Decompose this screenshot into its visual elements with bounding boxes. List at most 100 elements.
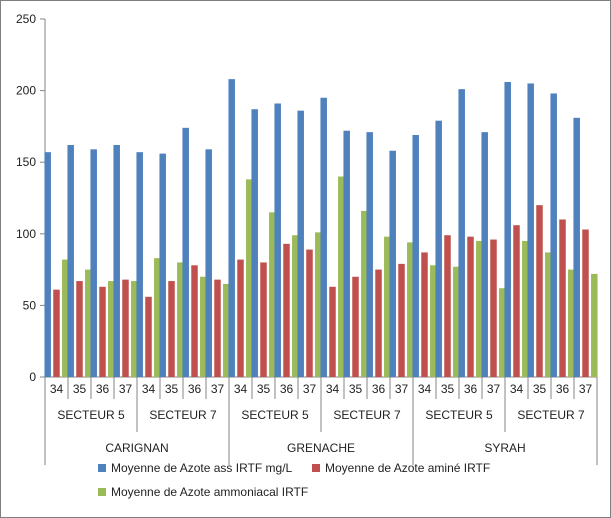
bar-series1-11 bbox=[297, 110, 304, 377]
bar-series3-4 bbox=[154, 258, 161, 377]
bar-series1-4 bbox=[136, 152, 143, 377]
bar-series3-15 bbox=[407, 242, 414, 377]
x-tick-label: 36 bbox=[464, 382, 478, 396]
bar-series3-23 bbox=[591, 273, 598, 377]
bar-series2-1 bbox=[76, 281, 83, 377]
x-tick-label: 35 bbox=[73, 382, 87, 396]
group-label: GRENACHE bbox=[287, 441, 355, 455]
bar-series3-5 bbox=[177, 262, 184, 377]
bar-series1-19 bbox=[481, 132, 488, 377]
x-tick-label: 37 bbox=[211, 382, 225, 396]
bar-series3-19 bbox=[499, 288, 506, 377]
bar-series1-3 bbox=[113, 145, 120, 377]
bar-series2-12 bbox=[329, 286, 336, 377]
group-label: SYRAH bbox=[484, 441, 525, 455]
y-tick-label: 150 bbox=[16, 155, 36, 169]
bar-series2-21 bbox=[536, 205, 543, 377]
bar-series2-0 bbox=[53, 289, 60, 377]
bar-series1-5 bbox=[159, 153, 166, 377]
bar-series1-6 bbox=[182, 127, 189, 377]
bar-series2-10 bbox=[283, 243, 290, 377]
x-tick-label: 34 bbox=[510, 382, 524, 396]
bar-series3-1 bbox=[85, 269, 92, 377]
bar-series2-6 bbox=[191, 265, 198, 377]
bar-series1-21 bbox=[527, 83, 534, 377]
bar-series2-9 bbox=[260, 262, 267, 377]
legend-swatch-series1 bbox=[98, 464, 106, 472]
y-tick-label: 0 bbox=[29, 370, 36, 384]
bar-series1-0 bbox=[44, 152, 51, 377]
legend-swatch-series3 bbox=[98, 488, 106, 496]
subgroup-label: SECTEUR 5 bbox=[425, 408, 493, 422]
subgroup-label: SECTEUR 7 bbox=[333, 408, 401, 422]
x-tick-label: 34 bbox=[50, 382, 64, 396]
x-tick-label: 37 bbox=[579, 382, 593, 396]
bar-series1-15 bbox=[389, 150, 396, 377]
bar-series1-14 bbox=[366, 132, 373, 377]
bar-series3-14 bbox=[384, 236, 391, 377]
x-tick-label: 36 bbox=[188, 382, 202, 396]
x-tick-label: 37 bbox=[487, 382, 501, 396]
bar-series2-15 bbox=[398, 263, 405, 377]
bar-series1-7 bbox=[205, 149, 212, 377]
x-tick-label: 35 bbox=[533, 382, 547, 396]
bar-series1-13 bbox=[343, 130, 350, 377]
legend-label-series1: Moyenne de Azote ass IRTF mg/L bbox=[111, 461, 293, 475]
y-tick-label: 50 bbox=[23, 298, 37, 312]
bar-series2-14 bbox=[375, 269, 382, 377]
bar-series2-19 bbox=[490, 239, 497, 377]
bar-series1-10 bbox=[274, 103, 281, 377]
bar-series1-23 bbox=[573, 117, 580, 378]
x-tick-label: 35 bbox=[349, 382, 363, 396]
subgroup-label: SECTEUR 5 bbox=[57, 408, 125, 422]
bar-series3-11 bbox=[315, 232, 322, 377]
y-tick-label: 200 bbox=[16, 84, 36, 98]
legend-label-series3: Moyenne de Azote ammoniacal IRTF bbox=[111, 485, 308, 499]
group-label: CARIGNAN bbox=[105, 441, 168, 455]
bar-series2-8 bbox=[237, 259, 244, 377]
bar-series2-23 bbox=[582, 229, 589, 377]
y-tick-label: 250 bbox=[16, 12, 36, 26]
legend-swatch-series2 bbox=[312, 464, 320, 472]
legend-label-series2: Moyenne de Azote aminé IRTF bbox=[325, 461, 490, 475]
subgroup-label: SECTEUR 7 bbox=[149, 408, 217, 422]
bar-series3-7 bbox=[223, 283, 230, 377]
bar-series3-9 bbox=[269, 212, 276, 377]
bar-series1-2 bbox=[90, 149, 97, 377]
y-tick-label: 100 bbox=[16, 227, 36, 241]
bar-series2-11 bbox=[306, 249, 313, 377]
bar-series1-16 bbox=[412, 134, 419, 377]
bar-series3-17 bbox=[453, 266, 460, 377]
bar-series3-21 bbox=[545, 252, 552, 377]
bar-series3-10 bbox=[292, 235, 299, 377]
bar-series3-12 bbox=[338, 176, 345, 377]
bar-series2-18 bbox=[467, 236, 474, 377]
x-tick-label: 37 bbox=[119, 382, 133, 396]
bar-series2-7 bbox=[214, 279, 221, 377]
bar-series1-17 bbox=[435, 120, 442, 377]
x-tick-label: 36 bbox=[96, 382, 110, 396]
bar-series2-5 bbox=[168, 281, 175, 377]
subgroup-label: SECTEUR 5 bbox=[241, 408, 309, 422]
x-tick-label: 34 bbox=[326, 382, 340, 396]
bar-series1-20 bbox=[504, 82, 511, 378]
subgroup-label: SECTEUR 7 bbox=[517, 408, 585, 422]
x-tick-label: 36 bbox=[280, 382, 294, 396]
bar-series3-3 bbox=[131, 281, 138, 377]
bar-series1-12 bbox=[320, 97, 327, 377]
bar-series1-8 bbox=[228, 79, 235, 378]
bar-series3-22 bbox=[568, 269, 575, 377]
bar-series3-6 bbox=[200, 276, 207, 377]
x-tick-label: 34 bbox=[418, 382, 432, 396]
bar-series2-4 bbox=[145, 296, 152, 377]
bar-series2-22 bbox=[559, 219, 566, 377]
x-tick-label: 35 bbox=[441, 382, 455, 396]
x-tick-label: 36 bbox=[556, 382, 570, 396]
bar-series3-20 bbox=[522, 240, 529, 377]
bar-series3-0 bbox=[62, 259, 69, 377]
x-tick-label: 37 bbox=[303, 382, 317, 396]
x-tick-label: 35 bbox=[257, 382, 271, 396]
x-tick-label: 35 bbox=[165, 382, 179, 396]
x-tick-label: 34 bbox=[142, 382, 156, 396]
